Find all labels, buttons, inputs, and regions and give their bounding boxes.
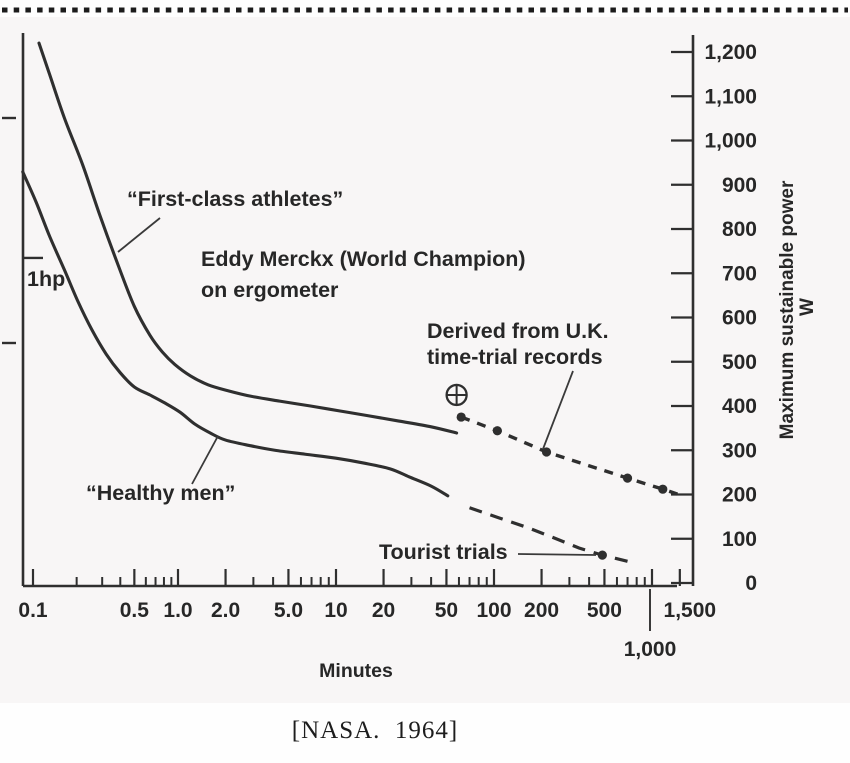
- x-tick-label: 500: [587, 599, 622, 622]
- x-tick-label: 1,500: [664, 599, 717, 622]
- y-tick-label: 1,000: [704, 130, 757, 153]
- data-point-dot: [492, 426, 502, 436]
- data-point-dot: [456, 412, 466, 422]
- x-tick-label: 0.1: [18, 599, 48, 622]
- derived-label-line1: Derived from U.K.: [427, 319, 609, 343]
- y-tick-label: 400: [722, 395, 757, 418]
- healthy-men-leader-line: [191, 435, 219, 485]
- x-tick-label: 1.0: [163, 599, 192, 622]
- one-hp-label: 1hp: [27, 267, 65, 291]
- merckx-label-line1: Eddy Merckx (World Champion): [201, 247, 526, 271]
- figure-caption: [NASA. 1964]: [292, 717, 458, 744]
- y-tick-label: 200: [722, 484, 757, 507]
- x-tick-label-1000: 1,000: [624, 638, 677, 661]
- data-point-dot: [658, 484, 668, 494]
- x-tick-label: 10: [324, 599, 347, 622]
- y-tick-label: 100: [722, 528, 757, 551]
- y-tick-label: 500: [722, 351, 757, 374]
- x-tick-label: 50: [435, 599, 458, 622]
- scan-background: [0, 17, 850, 703]
- first-class-leader-line: [117, 217, 161, 253]
- data-point-dot: [597, 550, 607, 560]
- y-tick-label: 1,100: [704, 85, 757, 108]
- y-tick-label: 700: [722, 262, 757, 285]
- derived-label-line2: time-trial records: [427, 345, 603, 369]
- y-tick-label: 900: [722, 174, 757, 197]
- x-tick-label: 20: [372, 599, 395, 622]
- x-axis-title: Minutes: [319, 660, 393, 682]
- first-class-athletes-label: “First-class athletes”: [127, 187, 343, 211]
- x-tick-label: 2.0: [211, 599, 240, 622]
- tourist-leader-line: [517, 553, 597, 556]
- curve: [21, 170, 450, 498]
- x-tick-label: 100: [476, 599, 511, 622]
- y-axis-ticks: 0 100 200 300 400 500 600 700 800 900 1,000 1,100 1,…: [671, 41, 757, 595]
- y-tick-label: 300: [722, 439, 757, 462]
- y-axis-title: Maximum sustainable power: [777, 180, 798, 439]
- data-point-dot: [622, 473, 633, 483]
- y-tick-label: 800: [722, 218, 757, 241]
- x-tick-label: 0.5: [120, 599, 150, 622]
- derived-leader-line: [542, 370, 574, 450]
- merckx-label-line2: on ergometer: [201, 278, 339, 302]
- curve: [37, 41, 459, 435]
- tourist-trials-label: Tourist trials: [379, 540, 508, 564]
- y-tick-label: 600: [722, 307, 757, 330]
- x-axis-ticks: 0.1 0.5 1.0 2.0 5.0 10 20 50 100 200 500 1,500: [18, 569, 716, 622]
- data-point-dot: [541, 447, 552, 457]
- y-axis-unit: W: [797, 298, 818, 316]
- y-tick-label: 0: [745, 572, 757, 595]
- data-series: [21, 41, 679, 564]
- x-tick-label: 5.0: [274, 599, 303, 622]
- x-tick-label: 200: [524, 599, 559, 622]
- y-tick-label: 1,200: [704, 41, 757, 64]
- healthy-men-label: “Healthy men”: [86, 481, 235, 505]
